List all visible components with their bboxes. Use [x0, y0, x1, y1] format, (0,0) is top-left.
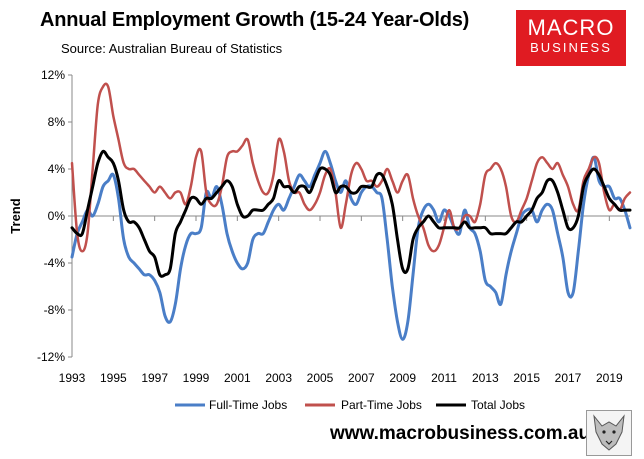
y-tick-label: 12%: [41, 68, 65, 82]
x-tick-label: 2003: [265, 371, 292, 385]
x-axis-ticks: 1993 1995 1997 1999 2001 2003 2005 2007 2009 2011…: [59, 216, 623, 385]
x-tick-label: 2019: [596, 371, 623, 385]
x-tick-label: 2001: [224, 371, 251, 385]
x-tick-label: 2005: [307, 371, 334, 385]
macrobusiness-logo: MACRO BUSINESS: [516, 10, 626, 66]
logo-line-1: MACRO: [527, 15, 615, 40]
x-tick-label: 1993: [59, 371, 86, 385]
y-tick-label: 8%: [48, 115, 66, 129]
chart-subtitle: Source: Australian Bureau of Statistics: [61, 41, 283, 56]
wolf-logo-icon: [586, 410, 632, 456]
legend-label-full-time: Full-Time Jobs: [209, 398, 287, 412]
y-tick-label: -12%: [37, 350, 65, 364]
x-tick-label: 2009: [389, 371, 416, 385]
x-tick-label: 1995: [100, 371, 127, 385]
series-total-jobs: [70, 149, 632, 278]
legend-label-part-time: Part-Time Jobs: [341, 398, 422, 412]
x-tick-label: 1999: [183, 371, 210, 385]
x-tick-label: 2015: [513, 371, 540, 385]
legend: Full-Time Jobs Part-Time Jobs Total Jobs: [175, 398, 525, 412]
legend-label-total: Total Jobs: [471, 398, 525, 412]
y-tick-label: -4%: [44, 256, 66, 270]
y-tick-label: 4%: [48, 162, 66, 176]
series-lines: [70, 82, 632, 341]
x-tick-label: 2007: [348, 371, 375, 385]
x-tick-label: 2017: [555, 371, 582, 385]
logo-line-2: BUSINESS: [530, 40, 612, 55]
series-part-time-jobs: [70, 82, 632, 253]
series-full-time-jobs: [70, 149, 632, 341]
chart-title: Annual Employment Growth (15-24 Year-Old…: [40, 9, 470, 31]
y-tick-label: -8%: [44, 303, 66, 317]
y-axis-label: Trend: [8, 198, 23, 233]
x-tick-label: 2011: [431, 371, 457, 385]
x-tick-label: 2013: [472, 371, 499, 385]
x-tick-label: 1997: [141, 371, 168, 385]
y-axis-ticks: -12% -8% -4% 0% 4% 8% 12%: [37, 68, 72, 364]
website-url: www.macrobusiness.com.au: [330, 423, 591, 444]
y-tick-label: 0%: [48, 209, 66, 223]
